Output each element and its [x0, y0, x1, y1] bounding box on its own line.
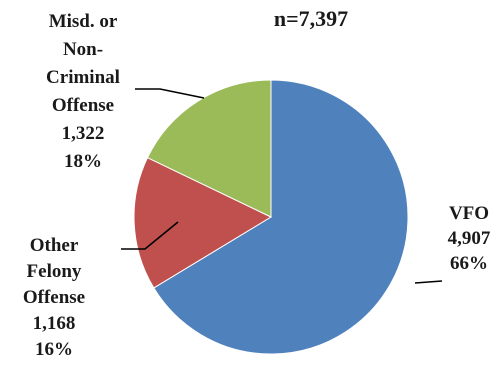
data-label-line: Misd. or [49, 11, 118, 32]
data-label-line: 1,168 [33, 313, 76, 334]
leader-line-misd-or-non-criminal-offense [135, 88, 205, 99]
leader-lines-layer [121, 88, 443, 284]
pie-slice-misd-or-non-criminal-offense [146, 79, 272, 218]
pie-slice-other-felony-offense [133, 157, 273, 289]
data-label-line: 4,907 [448, 228, 491, 249]
data-label-line: 66% [450, 253, 488, 274]
data-label-line: 18% [64, 151, 102, 172]
data-label-vfo: VFO 4,907 66% [448, 203, 491, 274]
data-labels-layer: VFO 4,907 66% Other Felony Offense 1,168 16% Mis… [23, 11, 491, 360]
data-label-line: Non- [63, 39, 103, 60]
data-label-other-felony-offense: Other Felony Offense 1,168 16% [23, 235, 85, 360]
data-label-line: Felony [27, 261, 82, 282]
data-label-line: 1,322 [62, 123, 105, 144]
leader-line-other-felony-offense [121, 221, 179, 250]
data-label-line: VFO [449, 203, 489, 224]
slices-layer [133, 79, 409, 355]
data-label-line: Criminal [46, 67, 120, 88]
data-label-line: Other [30, 235, 79, 256]
data-label-line: Offense [52, 95, 114, 116]
data-label-line: 16% [35, 339, 73, 360]
chart-title: n=7,397 [274, 6, 348, 31]
data-label-line: Offense [23, 287, 85, 308]
data-label-misd-or-non-criminal-offense: Misd. or Non- Criminal Offense 1,322 18% [46, 11, 120, 172]
leader-line-vfo [414, 280, 443, 284]
pie-slice-vfo [153, 79, 409, 355]
